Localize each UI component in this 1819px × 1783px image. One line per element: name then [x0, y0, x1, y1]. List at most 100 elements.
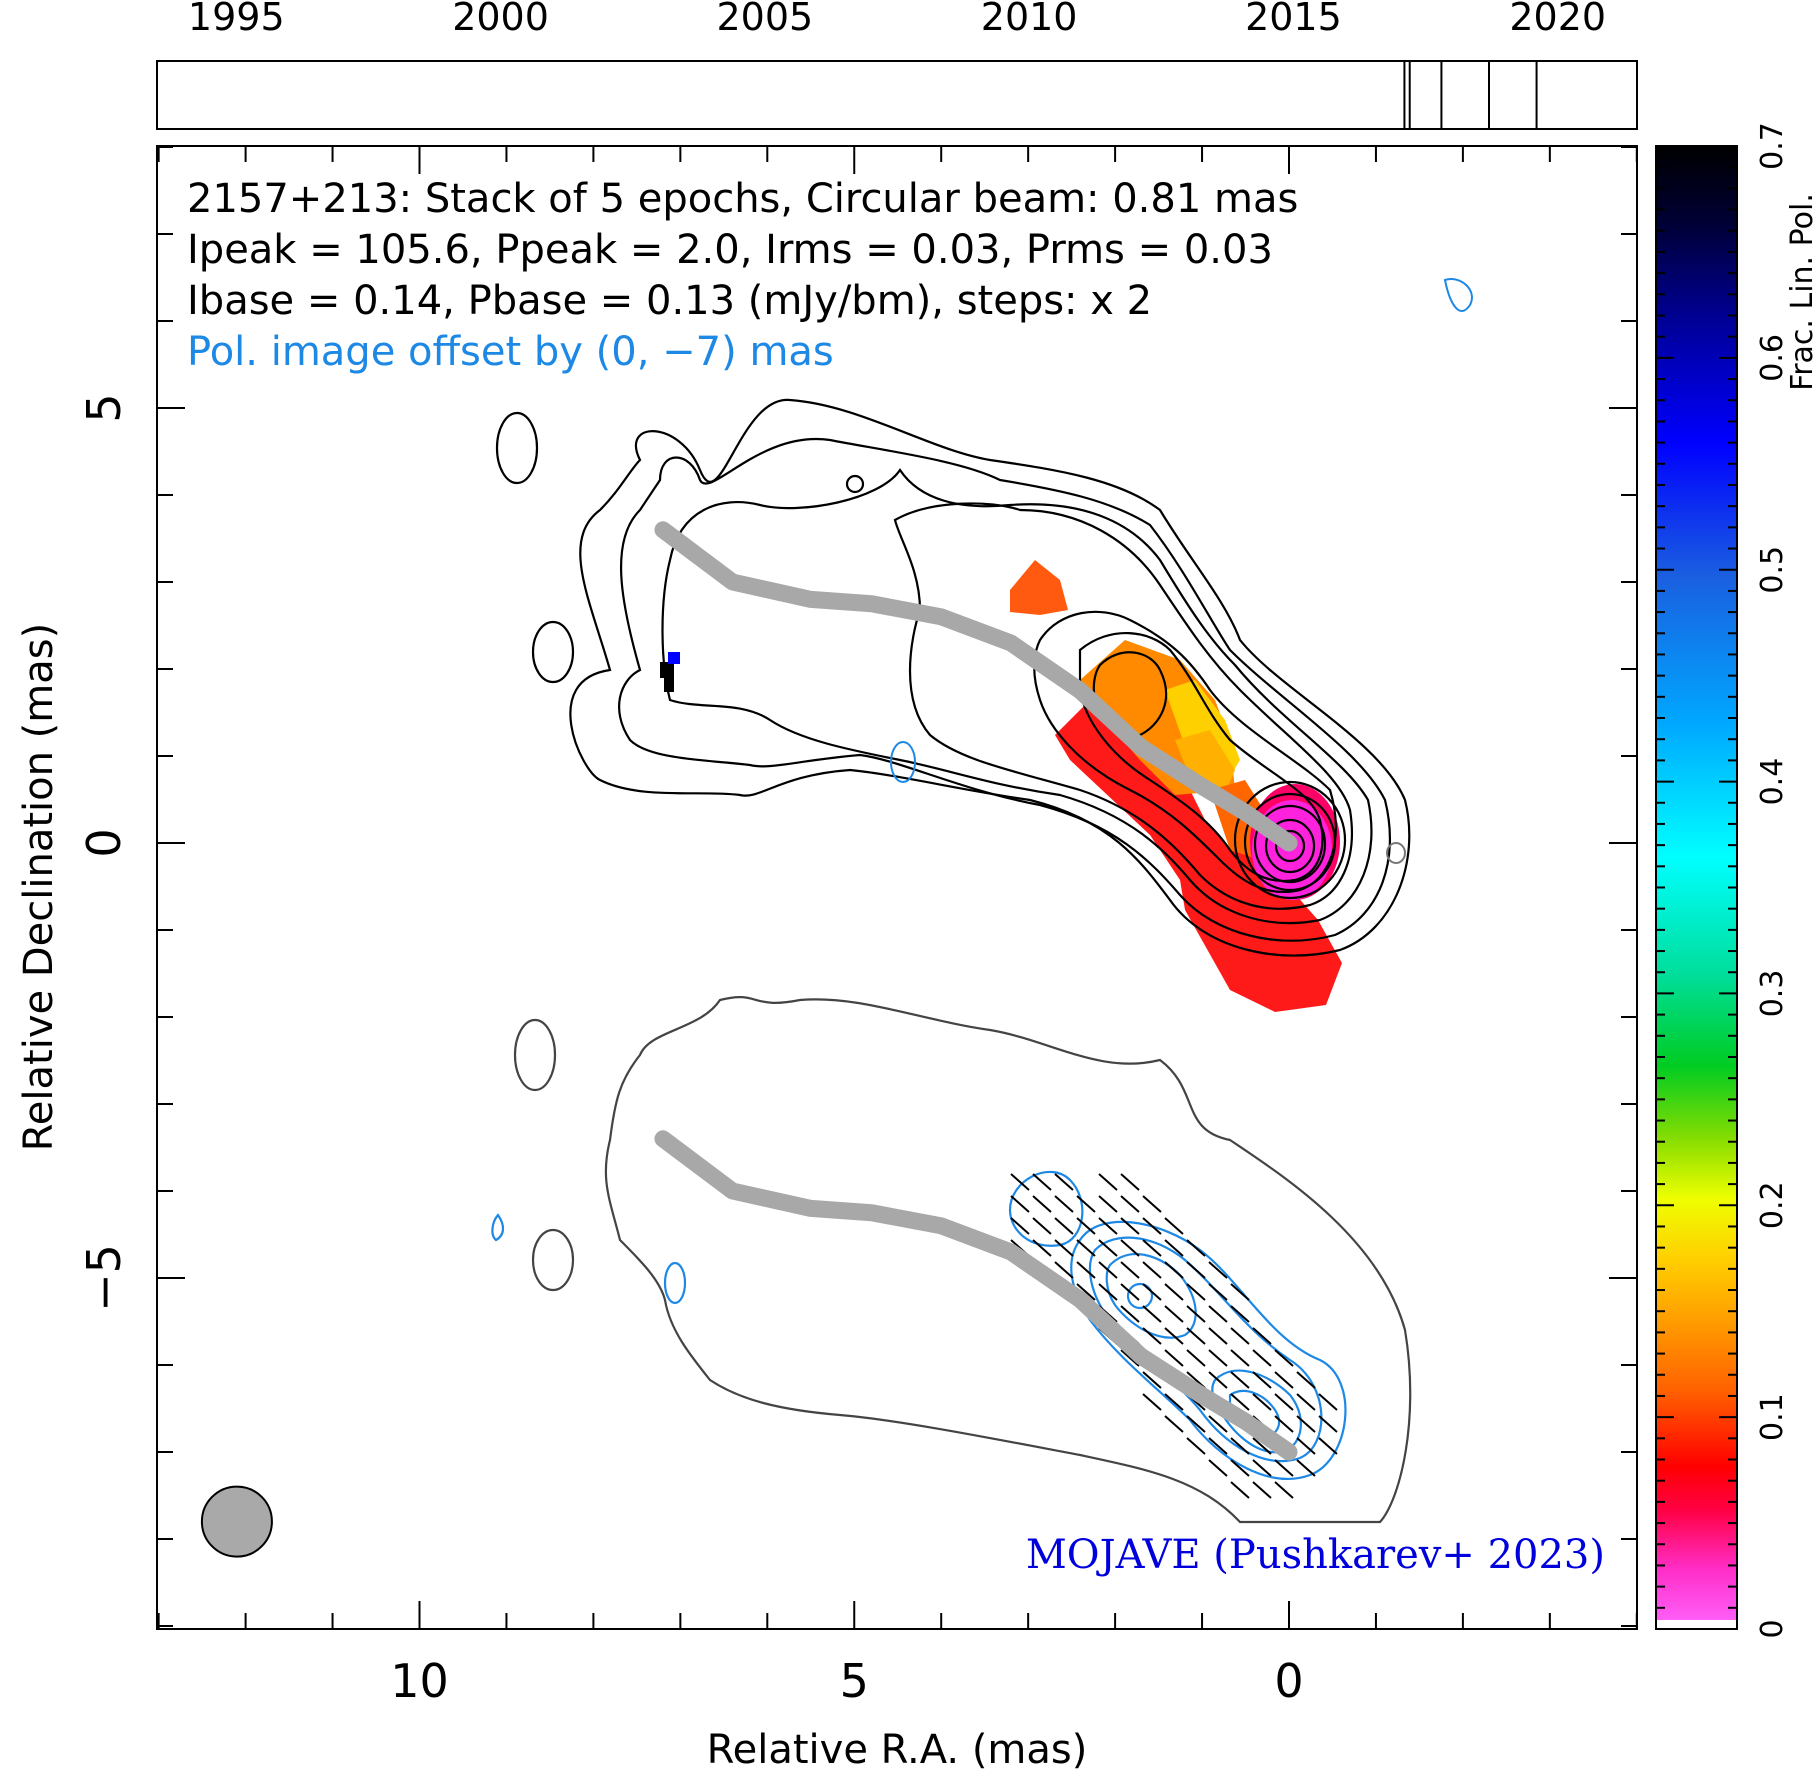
- evpa-tick: [1208, 1459, 1228, 1477]
- evpa-tick: [1252, 1437, 1272, 1455]
- contour-level-4: [893, 502, 1353, 910]
- evpa-tick: [1164, 1217, 1184, 1235]
- evpa-tick: [1142, 1261, 1162, 1279]
- evpa-tick: [1120, 1173, 1140, 1191]
- title-line-1: 2157+213: Stack of 5 epochs, Circular be…: [187, 176, 1298, 222]
- colorbar-tick-label: 0.3: [1755, 970, 1790, 1018]
- colorbar-ticks: [1656, 145, 1737, 1630]
- evpa-tick: [1274, 1459, 1294, 1477]
- timeline-frame: [156, 60, 1638, 130]
- contour-island-gray: [1386, 842, 1406, 864]
- contour-level-1: [569, 398, 1411, 957]
- timeline-year-label: 2015: [1245, 0, 1342, 39]
- colorbar-tick-label: 0: [1755, 1619, 1790, 1638]
- evpa-tick: [1208, 1437, 1228, 1455]
- evpa-tick: [1252, 1327, 1272, 1345]
- evpa-tick: [1098, 1239, 1118, 1257]
- frac-pol-red-region: [1055, 700, 1342, 1012]
- ridge-line-lower: [654, 1130, 1298, 1461]
- evpa-tick: [1164, 1393, 1184, 1411]
- evpa-tick: [1120, 1261, 1140, 1279]
- evpa-tick: [1142, 1239, 1162, 1257]
- contour-core-2: [1243, 792, 1337, 892]
- x-tick-label: 10: [390, 1654, 449, 1708]
- evpa-tick: [1076, 1195, 1096, 1213]
- evpa-tick: [1252, 1349, 1272, 1367]
- evpa-tick: [1076, 1261, 1096, 1279]
- evpa-tick: [1120, 1305, 1140, 1323]
- pol-contour-level-1: [1070, 1220, 1347, 1480]
- frac-pol-color-map: [660, 560, 1342, 1012]
- evpa-tick: [1274, 1481, 1294, 1499]
- evpa-tick: [1164, 1283, 1184, 1301]
- evpa-tick: [1076, 1217, 1096, 1235]
- colorbar-tick-labels: 0 0.1 0.2 0.3 0.4 0.5 0.6 0.7: [1755, 122, 1790, 1638]
- evpa-tick: [1142, 1305, 1162, 1323]
- evpa-tick: [1054, 1195, 1074, 1213]
- evpa-tick: [1142, 1371, 1162, 1389]
- stokes-i-contours: [495, 398, 1411, 957]
- evpa-tick: [1274, 1415, 1294, 1433]
- evpa-tick: [1252, 1393, 1272, 1411]
- evpa-tick: [1208, 1283, 1228, 1301]
- pol-contour-level-4: [1126, 1282, 1154, 1310]
- colorbar-gradient: [1656, 146, 1737, 1629]
- evpa-tick: [1296, 1437, 1316, 1455]
- evpa-tick: [1274, 1349, 1294, 1367]
- evpa-tick: [1120, 1283, 1140, 1301]
- x-axis-title: Relative R.A. (mas): [707, 1727, 1088, 1773]
- image-panel: [200, 278, 1473, 1558]
- evpa-tick: [1230, 1283, 1250, 1301]
- evpa-tick: [1164, 1327, 1184, 1345]
- axis-ticks: [157, 146, 1638, 1629]
- evpa-tick: [1186, 1261, 1206, 1279]
- evpa-tick: [1098, 1283, 1118, 1301]
- evpa-tick: [1010, 1173, 1030, 1191]
- y-tick-label: −5: [77, 1244, 131, 1312]
- evpa-tick: [1230, 1305, 1250, 1323]
- evpa-tick: [1208, 1371, 1228, 1389]
- colorbar: 0 0.1 0.2 0.3 0.4 0.5 0.6 0.7 Frac. Lin. Pol.: [1655, 122, 1819, 1639]
- evpa-tick: [1186, 1239, 1206, 1257]
- pol-contour-island-2: [663, 1261, 687, 1305]
- evpa-tick: [1186, 1349, 1206, 1367]
- frac-pol-amber-region: [1175, 730, 1235, 800]
- y-tick-label: 5: [77, 393, 131, 422]
- frac-pol-black-pixel-2: [664, 678, 674, 692]
- evpa-tick: [1032, 1195, 1052, 1213]
- contour-core-1: [1233, 780, 1347, 900]
- evpa-tick: [1252, 1459, 1272, 1477]
- timeline-year-label: 2010: [981, 0, 1078, 39]
- axis-tick-labels: 10 5 0 5 0 −5: [77, 393, 1304, 1708]
- evpa-tick: [1010, 1195, 1030, 1213]
- ridge-line-upper: [654, 521, 1298, 852]
- evpa-tick: [1032, 1217, 1052, 1235]
- x-tick-label: 5: [840, 1654, 869, 1708]
- evpa-tick: [1274, 1371, 1294, 1389]
- evpa-tick: [1186, 1305, 1206, 1323]
- evpa-tick: [1164, 1305, 1184, 1323]
- evpa-tick: [1318, 1415, 1338, 1433]
- evpa-tick: [1186, 1415, 1206, 1433]
- evpa-tick: [1208, 1327, 1228, 1345]
- colorbar-title: Frac. Lin. Pol.: [1785, 193, 1819, 391]
- title-line-3: Ibase = 0.14, Pbase = 0.13 (mJy/bm), ste…: [187, 278, 1152, 324]
- evpa-tick: [1120, 1349, 1140, 1367]
- lower-contour-level-1: [604, 996, 1412, 1524]
- evpa-tick: [1054, 1239, 1074, 1257]
- pol-offset-label: Pol. image offset by (0, −7) mas: [187, 329, 834, 375]
- evpa-tick: [1230, 1327, 1250, 1345]
- evpa-tick: [1230, 1437, 1250, 1455]
- timeline-year-label: 1995: [188, 0, 285, 39]
- timeline-epoch-lines: [1403, 61, 1538, 129]
- pol-contour-knot: [1008, 1170, 1084, 1247]
- evpa-tick: [1274, 1393, 1294, 1411]
- stokes-i-lower-contours: [513, 996, 1412, 1524]
- contour-level-3: [661, 468, 1373, 925]
- evpa-tick: [1142, 1327, 1162, 1345]
- frac-pol-blue-pixel: [668, 652, 680, 664]
- contour-level-2: [618, 437, 1392, 942]
- evpa-tick: [1120, 1239, 1140, 1257]
- frac-pol-black-pixel: [660, 662, 674, 678]
